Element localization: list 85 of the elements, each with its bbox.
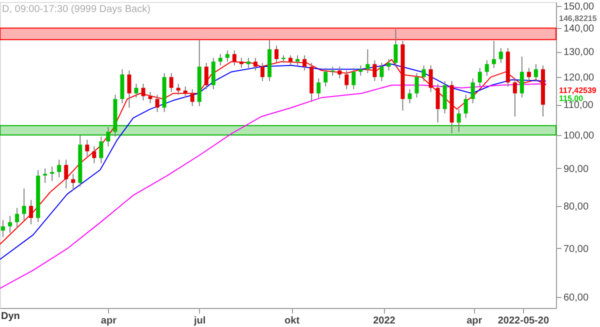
candlestick [85, 139, 90, 157]
x-tick-label: apr [100, 316, 117, 326]
candlestick [512, 78, 517, 117]
candlestick [492, 40, 496, 68]
candlestick [470, 78, 475, 104]
candlestick [8, 215, 12, 234]
y-tick-label: 80,00 [564, 201, 589, 212]
candlestick [169, 72, 174, 92]
candlestick [442, 80, 447, 114]
candlestick [464, 94, 468, 118]
candlestick [204, 62, 208, 90]
candlestick [422, 64, 426, 82]
candlestick [211, 57, 216, 90]
candlestick [64, 159, 68, 189]
candlestick [71, 173, 76, 191]
candlestick [358, 64, 363, 76]
candlestick [183, 86, 188, 98]
candlestick [106, 126, 110, 147]
candlestick [155, 94, 160, 113]
candlestick [15, 207, 20, 229]
candlestick [1, 220, 6, 238]
text: Dyn [1, 311, 20, 322]
candlestick [246, 57, 250, 68]
candlestick [190, 88, 194, 107]
text: 117,42539 [559, 86, 597, 95]
candlestick [478, 67, 482, 87]
y-tick-label: 90,00 [564, 164, 589, 175]
candlestick [386, 58, 391, 72]
candlestick [232, 50, 236, 66]
candlestick [296, 54, 300, 66]
candlestick [239, 57, 244, 68]
chart-title: D, 09:00-17:30 (9999 Days Back) [2, 4, 150, 15]
text: 115,00 [559, 94, 584, 103]
y-tick-label: 150,00 [564, 2, 595, 13]
candlestick [316, 78, 321, 98]
candlestick [534, 64, 538, 82]
candlestick [436, 83, 440, 124]
y-tick-label: 140,00 [564, 24, 595, 35]
candlestick [57, 159, 62, 178]
x-tick-label: 2022 [373, 316, 396, 326]
candlestick [408, 88, 412, 104]
x-tick-label: jul [193, 316, 206, 326]
candlestick [394, 28, 398, 68]
y-tick-label: 100,00 [564, 130, 595, 142]
x-tick-label: okt [284, 316, 300, 326]
candlestick [366, 48, 370, 74]
candlestick [148, 91, 152, 104]
candlestick [414, 72, 419, 98]
candlestick [456, 108, 461, 132]
candlestick [134, 83, 138, 98]
candlestick [253, 57, 258, 72]
y-tick-label: 60,00 [564, 292, 589, 304]
candlestick [225, 50, 230, 62]
candlestick [22, 188, 26, 221]
candlestick [29, 199, 34, 225]
y-tick-label: 70,00 [564, 244, 589, 255]
y-tick-label: 130,00 [564, 47, 595, 58]
candlestick [484, 60, 489, 76]
text: 146,82215 [559, 14, 598, 23]
candlestick [324, 67, 328, 87]
candlestick [498, 48, 503, 64]
candlestick [288, 54, 293, 66]
candlestick [520, 56, 524, 98]
candlestick [338, 66, 342, 79]
y-tick-label: 110,00 [564, 100, 594, 112]
candlestick [176, 83, 180, 96]
candlestick [344, 70, 349, 90]
candlestick [127, 70, 132, 108]
candlestick [274, 45, 278, 64]
candlestick [141, 83, 146, 101]
candlestick [526, 67, 531, 82]
candlestick [260, 62, 264, 82]
candlestick [92, 146, 96, 164]
candlestick [428, 64, 433, 92]
candlestick [330, 66, 335, 76]
x-tick-label: 2022-05-20 [498, 316, 550, 326]
candlestick [99, 136, 104, 164]
candlestick [50, 166, 54, 182]
candlestick [302, 54, 307, 72]
candlestick [380, 62, 384, 82]
candlestick [218, 54, 222, 66]
y-tick-label: 120,00 [564, 72, 595, 84]
candlestick [372, 60, 377, 82]
x-tick-label: apr [466, 316, 482, 326]
candlestick [352, 67, 356, 90]
